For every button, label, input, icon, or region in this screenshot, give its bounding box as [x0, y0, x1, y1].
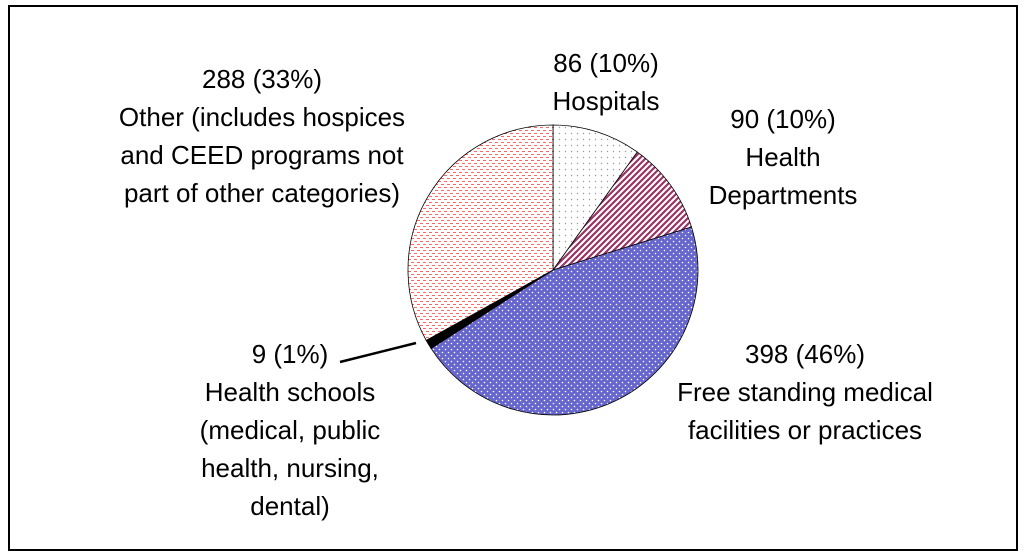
category-label: Health schools (medical, public health, …: [199, 377, 381, 521]
slice-label: 9 (1%) Health schools (medical, public he…: [175, 335, 405, 525]
pie-slice: [552, 124, 638, 272]
slice-label: 398 (46%) Free standing medical facilitie…: [655, 335, 955, 449]
chart-frame: [8, 5, 1018, 551]
slice-label: 90 (10%) Health Departments: [683, 100, 883, 214]
category-label: Other (includes hospices and CEED progra…: [118, 102, 406, 208]
pie-slice: [407, 124, 554, 341]
category-label: Free standing medical facilities or prac…: [677, 377, 933, 445]
pie-slice: [551, 151, 692, 271]
value-label: 90 (10%): [730, 104, 836, 134]
category-label: Hospitals: [552, 86, 660, 116]
pie-slice: [430, 226, 699, 416]
value-label: 86 (10%): [553, 48, 659, 78]
category-label: Health Departments: [708, 142, 858, 210]
slice-label: 86 (10%) Hospitals: [506, 44, 706, 120]
value-label: 398 (46%): [745, 339, 865, 369]
leader-line: [339, 341, 417, 364]
value-label: 288 (33%): [202, 64, 322, 94]
value-label: 9 (1%): [251, 339, 329, 369]
slice-label: 288 (33%) Other (includes hospices and CE…: [112, 60, 412, 212]
